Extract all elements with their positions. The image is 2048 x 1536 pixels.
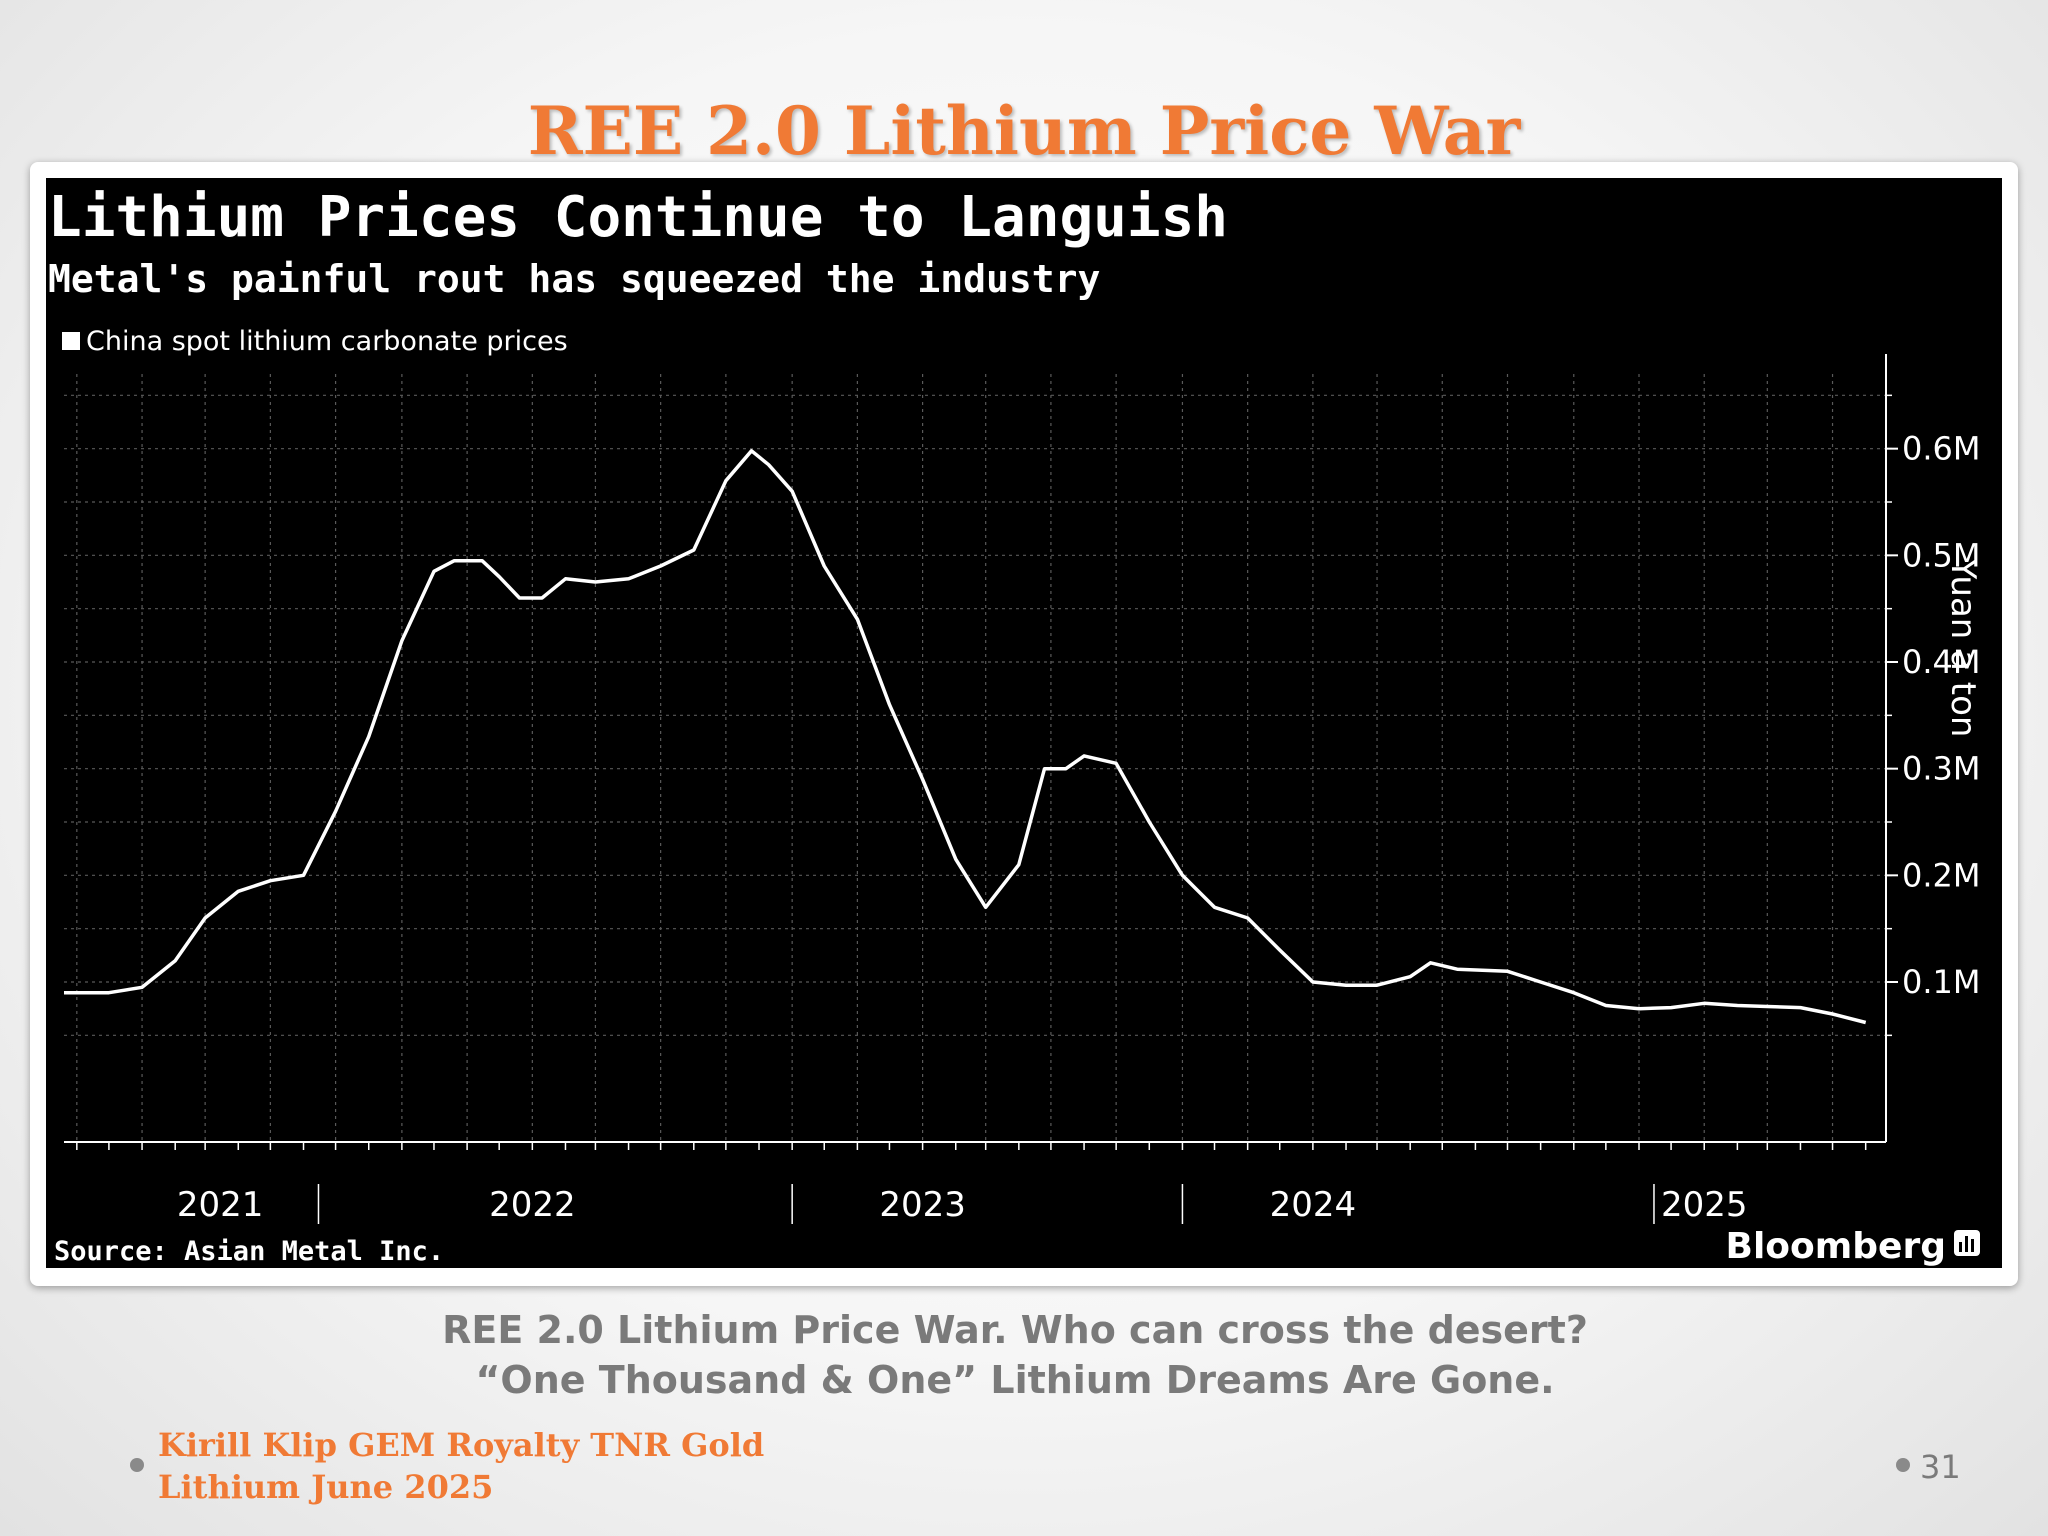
y-tick-label: 0.1M bbox=[1902, 963, 1981, 1001]
chart-title: Lithium Prices Continue to Languish bbox=[48, 185, 1228, 250]
bloomberg-logo-text: Bloomberg bbox=[1726, 1226, 1946, 1267]
chart-frame: Lithium Prices Continue to Languish Meta… bbox=[30, 162, 2018, 1286]
y-tick-label: 0.6M bbox=[1902, 430, 1981, 468]
x-tick-label: 2023 bbox=[879, 1185, 966, 1225]
y-axis-ticks: 0.1M 0.2M 0.3M 0.4M 0.5M 0.6M bbox=[1886, 430, 1981, 1001]
x-tick-label: 2021 bbox=[177, 1185, 264, 1225]
legend-swatch bbox=[62, 332, 80, 350]
chart-source: Source: Asian Metal Inc. bbox=[54, 1236, 444, 1267]
y-tick-label: 0.5M bbox=[1902, 536, 1981, 574]
footer-line-1: Kirill Klip GEM Royalty TNR Gold bbox=[158, 1426, 765, 1464]
footer-bullet-icon bbox=[130, 1458, 144, 1472]
bloomberg-logo-icon bbox=[1954, 1230, 1980, 1256]
chart-subtitle: Metal's painful rout has squeezed the in… bbox=[48, 257, 1100, 301]
x-axis-ticks: 2021 2022 2023 2024 2025 bbox=[177, 1185, 1748, 1225]
page-bullet-icon bbox=[1896, 1458, 1910, 1472]
footer-line-2: Lithium June 2025 bbox=[158, 1468, 494, 1506]
legend-label: China spot lithium carbonate prices bbox=[86, 326, 568, 357]
x-tick-label: 2022 bbox=[489, 1185, 576, 1225]
y-axis-label: Yuan a ton bbox=[1943, 558, 1983, 738]
page-number: 31 bbox=[1920, 1448, 1961, 1486]
chart-axes bbox=[64, 354, 1892, 1224]
slide-title: REE 2.0 Lithium Price War bbox=[527, 92, 1521, 170]
x-tick-label: 2024 bbox=[1270, 1185, 1357, 1225]
y-tick-label: 0.4M bbox=[1902, 643, 1981, 681]
caption-line-2: “One Thousand & One” Lithium Dreams Are … bbox=[475, 1358, 1555, 1402]
x-tick-label: 2025 bbox=[1661, 1185, 1748, 1225]
y-tick-label: 0.2M bbox=[1902, 856, 1981, 894]
chart: Lithium Prices Continue to Languish Meta… bbox=[46, 178, 2002, 1268]
caption-line-1: REE 2.0 Lithium Price War. Who can cross… bbox=[442, 1308, 1588, 1352]
series-line-lithium-carbonate bbox=[64, 449, 1867, 1025]
footer-text: Kirill Klip GEM Royalty TNR Gold Lithium… bbox=[158, 1424, 764, 1508]
y-tick-label: 0.3M bbox=[1902, 750, 1981, 788]
chart-grid bbox=[64, 374, 1886, 1142]
